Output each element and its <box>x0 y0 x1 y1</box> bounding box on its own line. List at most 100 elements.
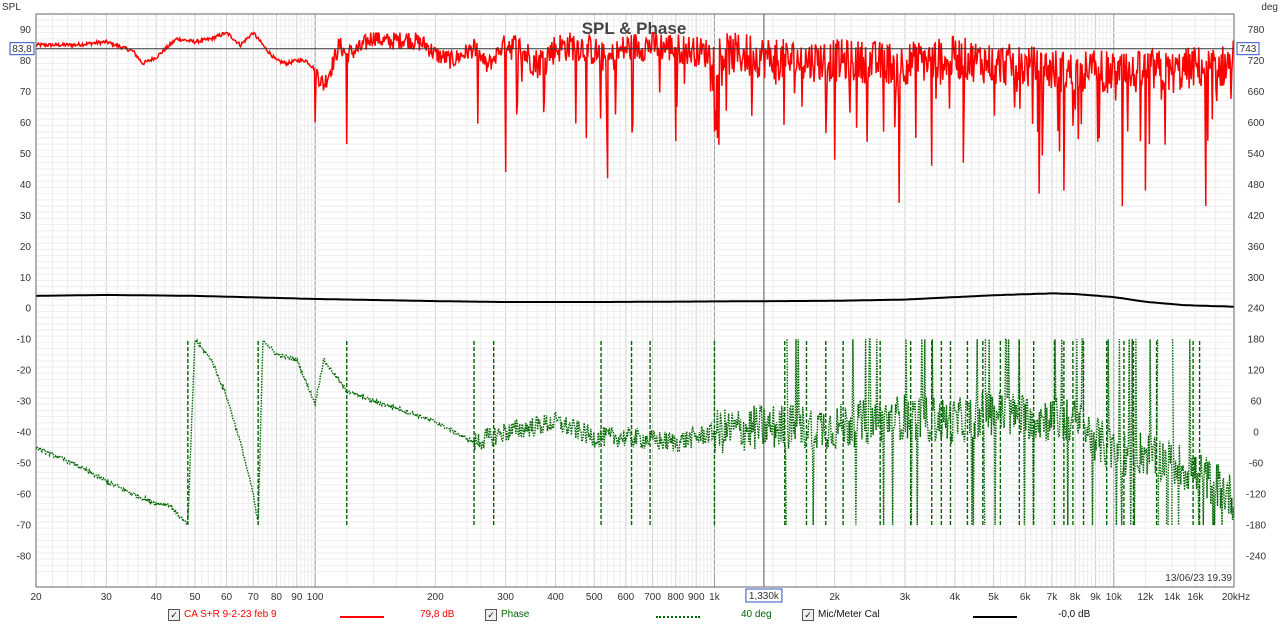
legend-swatch-cal <box>973 616 1017 618</box>
series-mic-meter-cal <box>35 292 1235 308</box>
legend: ✓ CA S+R 9-2-23 feb 9 79,8 dB ✓ Phase 40… <box>0 608 1280 626</box>
phase-line <box>35 337 1235 526</box>
x-tick-label: 30 <box>101 592 113 603</box>
x-tick-label: 800 <box>667 592 684 603</box>
left-tick-label: 0 <box>25 304 31 315</box>
right-tick-label: -60 <box>1249 459 1264 470</box>
left-tick-label: 20 <box>20 242 32 253</box>
left-tick-label: -80 <box>17 552 32 563</box>
x-tick-label: 10k <box>1106 592 1123 603</box>
cal-line <box>35 292 1235 308</box>
right-tick-label: 420 <box>1248 211 1265 222</box>
cursor-value: 1,330k <box>749 591 780 602</box>
x-tick-label: 50 <box>189 592 201 603</box>
legend-checkbox-spl[interactable]: ✓ <box>168 609 180 621</box>
level-markers: 83,8 743 <box>9 42 1260 56</box>
x-tick-label: 700 <box>644 592 661 603</box>
right-tick-label: -120 <box>1246 490 1266 501</box>
right-marker-box <box>1236 42 1260 56</box>
series-phase <box>35 337 1235 526</box>
legend-checkbox-phase[interactable]: ✓ <box>485 609 497 621</box>
right-marker-value: 743 <box>1240 44 1257 55</box>
left-tick-label: 60 <box>20 118 32 129</box>
chart-title: SPL & Phase <box>582 19 687 38</box>
x-tick-label: 200 <box>427 592 444 603</box>
left-tick-label: -10 <box>17 335 32 346</box>
x-tick-label: 500 <box>586 592 603 603</box>
x-axis-ticks: 20 30 40 50 60 70 80 90 100 200 300 400 500 600 700 800… <box>30 592 1250 603</box>
right-axis-ticks: 780720660600540480420360300240180120600-… <box>1246 25 1266 563</box>
legend-checkbox-cal[interactable]: ✓ <box>802 609 814 621</box>
x-tick-label: 80 <box>271 592 283 603</box>
x-tick-label: 4k <box>950 592 962 603</box>
right-axis-label: deg <box>1261 2 1278 13</box>
right-tick-label: 540 <box>1248 149 1265 160</box>
legend-label-cal: Mic/Meter Cal <box>818 609 880 620</box>
right-tick-label: -240 <box>1246 552 1266 563</box>
cursor-box <box>745 588 783 603</box>
x-tick-label: 20 <box>30 592 42 603</box>
x-tick-label: 12k <box>1137 592 1154 603</box>
plot-frame <box>35 13 1235 588</box>
left-tick-label: 10 <box>20 273 32 284</box>
legend-label-phase: Phase <box>501 609 530 620</box>
legend-value-spl: 79,8 dB <box>420 609 455 620</box>
x-tick-label: 14k <box>1164 592 1181 603</box>
x-tick-label: 8k <box>1070 592 1082 603</box>
spl-line <box>35 31 1235 207</box>
right-tick-label: 180 <box>1248 335 1265 346</box>
right-tick-label: 240 <box>1248 304 1265 315</box>
x-tick-label: 2k <box>829 592 841 603</box>
left-tick-label: -50 <box>17 459 32 470</box>
legend-swatch-spl <box>340 616 384 618</box>
right-tick-label: 300 <box>1248 273 1265 284</box>
x-tick-label: 3k <box>900 592 912 603</box>
x-tick-label: 60 <box>221 592 233 603</box>
x-tick-label: 40 <box>151 592 163 603</box>
right-tick-label: -180 <box>1246 521 1266 532</box>
x-tick-label: 600 <box>618 592 635 603</box>
series-spl <box>35 31 1235 207</box>
x-tick-label: 400 <box>547 592 564 603</box>
legend-swatch-phase <box>656 616 700 618</box>
right-tick-label: 660 <box>1248 87 1265 98</box>
right-tick-label: 60 <box>1250 397 1262 408</box>
x-tick-label: 90 <box>291 592 303 603</box>
left-tick-label: 40 <box>20 180 32 191</box>
x-tick-label: 1k <box>709 592 721 603</box>
legend-label-spl: CA S+R 9-2-23 feb 9 <box>184 609 277 620</box>
right-tick-label: 720 <box>1248 56 1265 67</box>
timestamp: 13/06/23 19.39 <box>1165 573 1232 584</box>
left-tick-label: 90 <box>20 25 32 36</box>
x-tick-label: 100 <box>307 592 324 603</box>
x-tick-label: 300 <box>497 592 514 603</box>
right-tick-label: 0 <box>1253 428 1259 439</box>
left-tick-label: -60 <box>17 490 32 501</box>
left-tick-label: -40 <box>17 428 32 439</box>
x-tick-label: 7k <box>1047 592 1059 603</box>
left-tick-label: 50 <box>20 149 32 160</box>
left-tick-label: -70 <box>17 521 32 532</box>
right-tick-label: 120 <box>1248 366 1265 377</box>
x-tick-label: 9k <box>1090 592 1102 603</box>
left-marker-value: 83,8 <box>12 44 32 55</box>
x-tick-label: 16k <box>1187 592 1204 603</box>
left-tick-label: 70 <box>20 87 32 98</box>
x-tick-label: 70 <box>248 592 260 603</box>
legend-value-cal: -0,0 dB <box>1058 609 1091 620</box>
left-tick-label: 80 <box>20 56 32 67</box>
left-marker-box <box>9 42 35 56</box>
left-tick-label: -20 <box>17 366 32 377</box>
x-tick-label: 20kHz <box>1222 592 1250 603</box>
x-tick-label: 5k <box>988 592 1000 603</box>
right-tick-label: 480 <box>1248 180 1265 191</box>
right-tick-label: 360 <box>1248 242 1265 253</box>
x-tick-label: 900 <box>688 592 705 603</box>
left-tick-label: 30 <box>20 211 32 222</box>
left-axis-label: SPL <box>2 2 21 13</box>
left-tick-label: -30 <box>17 397 32 408</box>
right-tick-label: 600 <box>1248 118 1265 129</box>
legend-value-phase: 40 deg <box>741 609 772 620</box>
right-tick-label: 780 <box>1248 25 1265 36</box>
